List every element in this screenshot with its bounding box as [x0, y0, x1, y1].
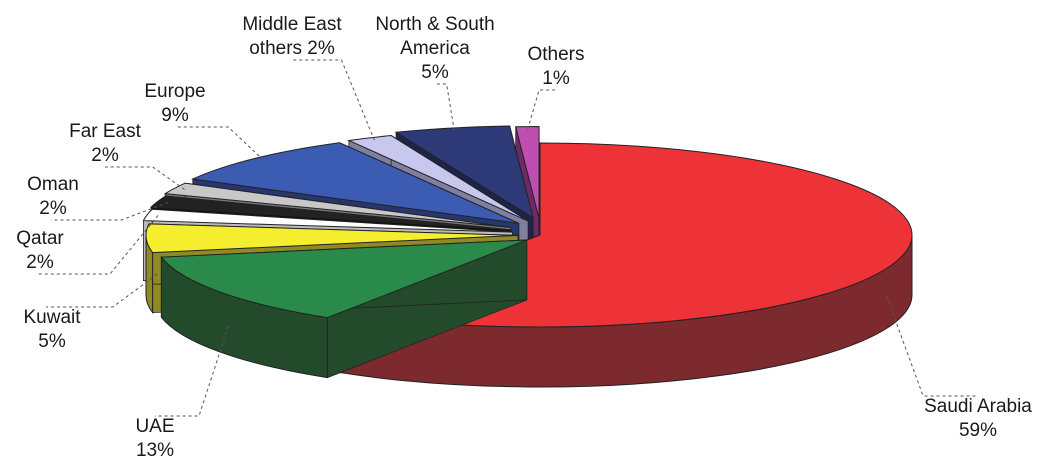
slice-label-line: 5%	[421, 62, 449, 83]
leader-line	[51, 201, 169, 221]
slice-label-line: America	[400, 38, 470, 59]
pie-slice-top	[145, 223, 519, 254]
pie-slice-top	[515, 126, 540, 219]
pie-tops	[142, 125, 913, 388]
slice-label-line: 2%	[91, 145, 119, 166]
slice-label: Kuwait 5%	[23, 307, 81, 352]
leader-line	[105, 166, 185, 190]
slice-label-line: 9%	[161, 105, 189, 126]
slice-label: Qatar 2%	[16, 228, 64, 273]
pie-slice-top	[394, 125, 534, 219]
slice-label-line: 5%	[38, 331, 66, 352]
slice-label-line: 2%	[39, 198, 67, 219]
slice-label-line: Kuwait	[23, 307, 81, 328]
slice-label-line: UAE	[135, 416, 174, 437]
leader-line	[527, 89, 556, 130]
pie-slice-top	[142, 208, 513, 233]
leader-line	[46, 273, 158, 308]
leader-line	[175, 126, 264, 161]
slice-label: North & South America 5%	[375, 14, 494, 83]
leader-line	[435, 83, 455, 131]
pie-slice-top	[191, 142, 519, 224]
pie-slice-top	[149, 195, 512, 231]
slice-label-line: 2%	[26, 252, 54, 273]
slice-label: Oman 2%	[27, 174, 79, 219]
leader-line	[155, 325, 229, 417]
leader-line	[292, 59, 375, 141]
slice-label: Middle East others 2%	[242, 14, 342, 59]
slice-label-line: Others	[527, 44, 584, 65]
slice-label-line: 1%	[542, 68, 570, 89]
leader-lines	[38, 59, 978, 417]
slice-label-line: Saudi Arabia	[924, 396, 1032, 417]
slice-label-line: Europe	[144, 81, 205, 102]
pie-slice-top	[160, 239, 527, 319]
slice-label: Far East 2%	[69, 121, 142, 166]
leader-line	[38, 215, 159, 275]
slice-labels: Saudi Arabia 59%UAE 13%Kuwait 5%Qatar 2%Oman…	[16, 14, 1032, 461]
slice-label-line: others 2%	[249, 38, 335, 59]
slice-label-line: 13%	[136, 440, 174, 461]
slice-label: Europe 9%	[144, 81, 205, 126]
slice-label: Saudi Arabia 59%	[924, 396, 1032, 441]
slice-label: UAE 13%	[135, 416, 174, 461]
slice-label: Others 1%	[527, 44, 584, 89]
slice-label-line: Middle East	[242, 14, 342, 35]
pie-slice-uae	[160, 239, 528, 379]
pie-slice-top	[163, 182, 512, 229]
pie-slice-top	[347, 135, 529, 222]
slice-label-line: 59%	[959, 420, 997, 441]
slice-label-line: Qatar	[16, 228, 64, 249]
slice-label-line: Oman	[27, 174, 79, 195]
slice-label-line: North & South	[375, 14, 494, 35]
slice-label-line: Far East	[69, 121, 142, 142]
